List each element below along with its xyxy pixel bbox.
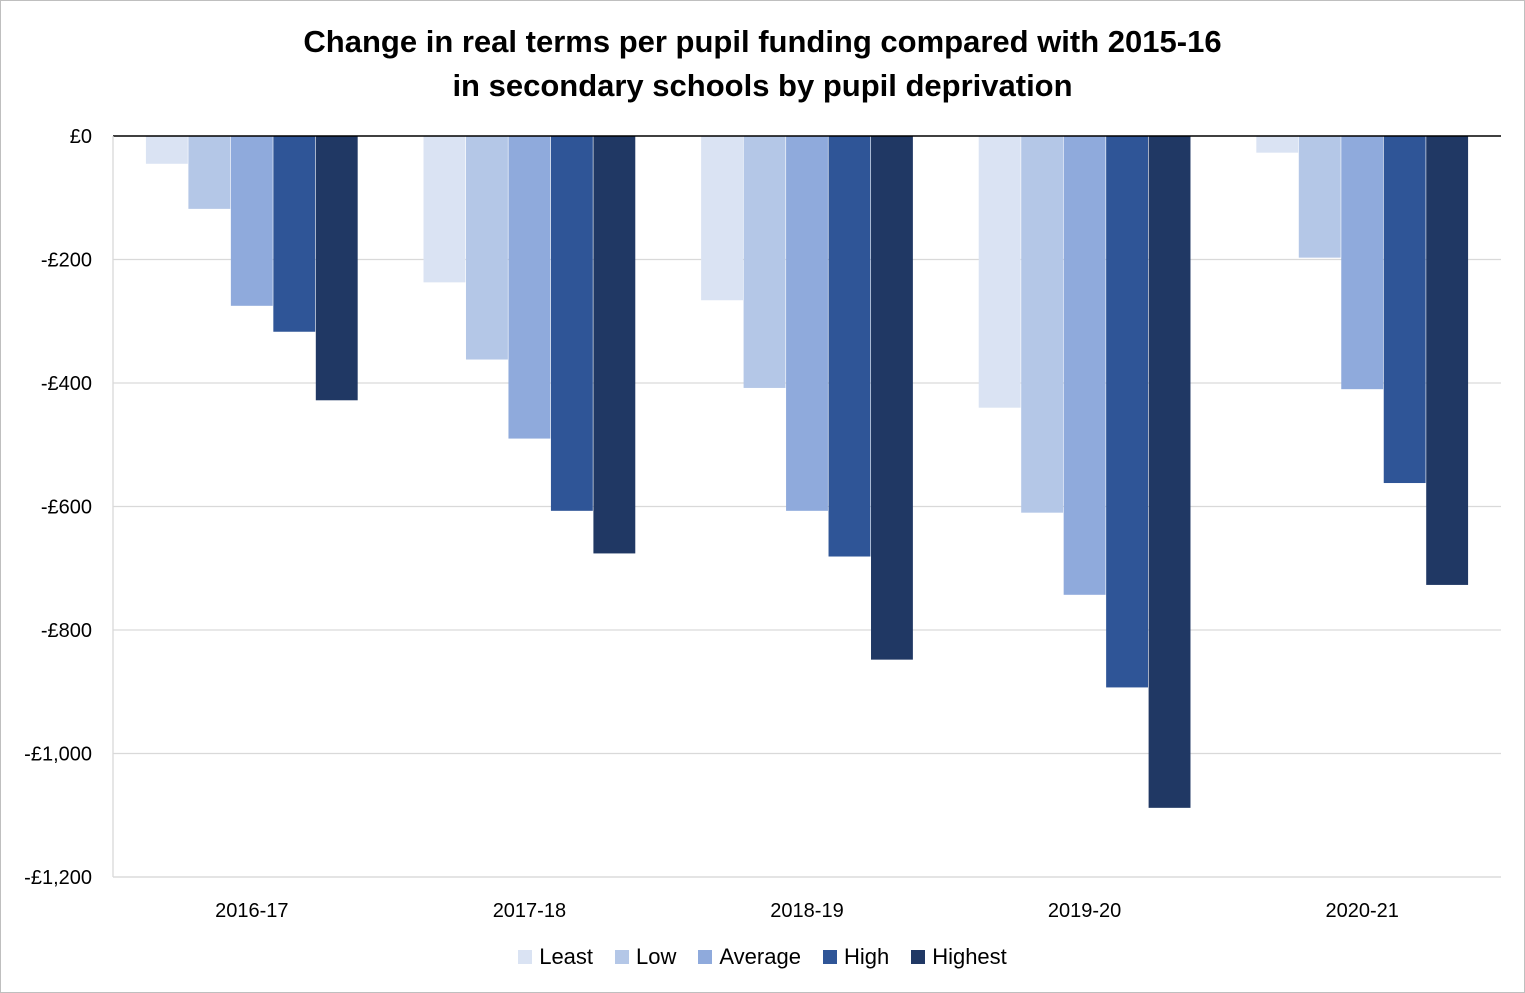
bar-low-2018-19 [743,136,786,388]
bars [145,136,1469,808]
bar-least-2020-21 [1256,136,1299,153]
bar-highest-2019-20 [1148,136,1191,808]
bar-average-2018-19 [786,136,828,511]
y-tick-label: -£800 [41,620,92,642]
bar-high-2019-20 [1106,136,1149,688]
legend-label: Least [539,944,594,969]
legend-label: High [843,944,890,969]
axes [112,135,1501,878]
bar-average-2019-20 [1063,136,1106,595]
bar-low-2019-20 [1021,136,1064,513]
bar-low-2020-21 [1298,136,1341,258]
y-tick-label: -£400 [41,373,92,395]
x-axis-category-labels: 2016-17 2017-18 2018-19 2019-20 2020-21 [215,900,1399,922]
legend-item-highest: Highest [911,944,1007,970]
bar-least-2016-17 [145,136,188,164]
legend-item-high: High [822,944,890,970]
legend-item-least: Least [518,944,593,970]
bar-least-2018-19 [701,136,743,301]
bar-highest-2017-18 [593,136,636,554]
bar-low-2016-17 [188,136,231,209]
y-axis-tick-labels: £0 -£200 -£400 -£600 -£800 -£1,000 -£1,200 [24,126,92,889]
chart-title: Change in real terms per pupil funding c… [0,20,1525,108]
legend: Least Low Average High Highest [0,944,1525,970]
bar-high-2018-19 [828,136,871,557]
y-tick-label: -£1,000 [24,744,92,766]
x-category-label: 2017-18 [493,900,566,922]
bar-high-2020-21 [1383,136,1426,484]
bar-highest-2020-21 [1426,136,1469,585]
legend-label: Highest [932,944,1007,969]
bar-average-2020-21 [1341,136,1384,390]
x-category-label: 2020-21 [1325,900,1398,922]
bar-average-2017-18 [508,136,551,439]
legend-swatch [698,950,713,964]
x-category-label: 2019-20 [1048,900,1121,922]
chart-title-line-2: in secondary schools by pupil deprivatio… [452,68,1073,103]
bar-high-2016-17 [273,136,316,332]
y-tick-label: -£1,200 [24,867,92,889]
legend-swatch [615,950,630,964]
bar-average-2016-17 [230,136,273,306]
legend-label: Average [719,944,801,969]
legend-item-low: Low [615,944,676,970]
bar-low-2017-18 [465,136,508,360]
x-category-label: 2016-17 [215,900,288,922]
legend-swatch [518,950,533,964]
x-category-label: 2018-19 [770,900,843,922]
y-tick-label: -£600 [41,497,92,519]
chart-plot-area: £0 -£200 -£400 -£600 -£800 -£1,000 -£1,200 201… [24,126,1501,922]
bar-least-2019-20 [978,136,1021,408]
y-tick-label: -£200 [41,250,92,272]
y-tick-label: £0 [70,126,92,148]
bar-highest-2018-19 [871,136,913,660]
legend-label: Low [636,944,677,969]
legend-swatch [911,950,926,964]
legend-item-average: Average [698,944,801,970]
legend-swatch [822,950,837,964]
bar-highest-2016-17 [315,136,358,401]
chart-title-line-1: Change in real terms per pupil funding c… [303,24,1222,59]
bar-least-2017-18 [423,136,466,283]
bar-high-2017-18 [550,136,593,511]
